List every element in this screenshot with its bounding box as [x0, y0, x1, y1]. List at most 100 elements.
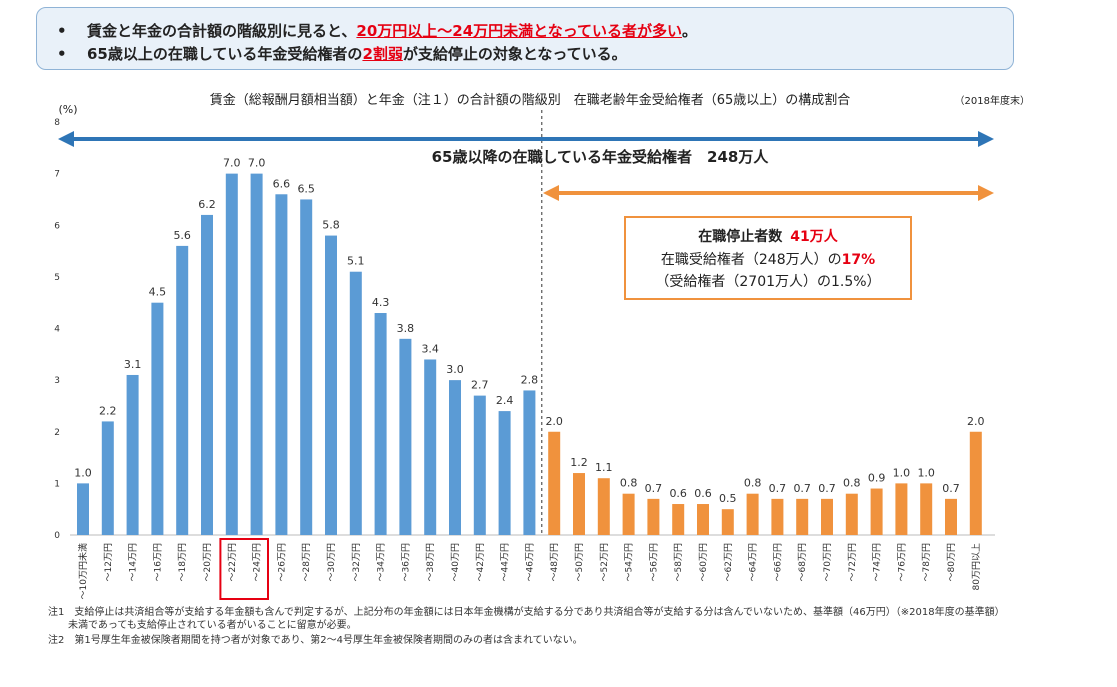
- x-tick-label: ～22万円: [227, 543, 238, 581]
- data-label: 3.8: [397, 322, 415, 335]
- x-tick-label: ～10万円未満: [77, 543, 89, 599]
- bullet: •: [57, 22, 67, 40]
- bar: [647, 498, 660, 535]
- data-label: 7.0: [223, 157, 241, 170]
- data-label: 2.7: [471, 379, 489, 392]
- bar: [275, 194, 288, 535]
- data-label: 2.8: [521, 373, 539, 386]
- x-tick-label: ～54万円: [624, 543, 635, 581]
- bar: [151, 302, 164, 535]
- bar: [697, 504, 709, 535]
- data-label: 6.2: [198, 198, 216, 211]
- data-label: 1.2: [570, 456, 588, 469]
- data-label: 0.6: [669, 487, 687, 500]
- data-label: 2.0: [545, 415, 563, 428]
- bar: [449, 380, 461, 535]
- bar: [920, 483, 933, 535]
- bar: [945, 498, 957, 535]
- chart-title: 賃金（総報酬月額相当額）と年金（注１）の合計額の階級別 在職老齢年金受給権者（6…: [210, 92, 851, 108]
- bar: [77, 483, 89, 535]
- bar: [349, 271, 362, 535]
- note-1-cont: 未満であっても支給停止されている者がいることに留意が必要。: [48, 620, 357, 631]
- y-tick-label: 3: [54, 376, 60, 386]
- data-label: 6.6: [273, 177, 291, 190]
- data-label: 0.5: [719, 492, 737, 505]
- bar: [498, 411, 511, 535]
- x-tick-label: ～70万円: [822, 543, 833, 581]
- x-tick-label: ～26万円: [276, 543, 287, 581]
- data-label: 6.5: [297, 182, 315, 195]
- y-tick-label: 6: [54, 221, 60, 231]
- x-tick-label: ～16万円: [152, 543, 163, 581]
- note-2: 注2 第1号厚生年金被保険者期間を持つ者が対象であり、第2～4号厚生年金被保険者…: [48, 635, 583, 646]
- data-label: 3.4: [421, 342, 439, 355]
- x-tick-label: ～76万円: [896, 543, 907, 581]
- data-label: 1.0: [917, 466, 935, 479]
- bar: [300, 199, 313, 535]
- bar: [473, 395, 486, 535]
- x-tick-label: ～72万円: [847, 543, 858, 581]
- bar: [523, 390, 536, 535]
- data-label: 0.8: [620, 477, 638, 490]
- bar: [573, 473, 585, 535]
- summary-line-1: • 賃金と年金の合計額の階級別に見ると、20万円以上～24万円未満となっている者が…: [57, 20, 697, 41]
- bar: [101, 421, 114, 535]
- data-label: 7.0: [248, 157, 266, 170]
- x-tick-label: ～60万円: [698, 543, 709, 581]
- x-tick-label: ～34万円: [376, 543, 387, 581]
- callout-title-label: 在職停止者数: [698, 228, 783, 245]
- callout-line2: 在職受給権者（248万人）の17%: [661, 251, 875, 268]
- bar: [597, 478, 610, 535]
- x-tick-label: ～50万円: [574, 543, 585, 581]
- data-label: 0.8: [744, 477, 762, 490]
- x-tick-label: ～52万円: [599, 543, 610, 581]
- data-label: 0.9: [868, 472, 886, 485]
- bar: [325, 235, 337, 535]
- bar: [672, 504, 685, 535]
- data-label: 2.2: [99, 404, 117, 417]
- x-tick-label: ～44万円: [500, 543, 511, 581]
- y-tick-label: 2: [54, 428, 60, 438]
- y-tick-label: 8: [54, 118, 60, 128]
- callout-line2-label: 在職受給権者（248万人）の: [661, 251, 842, 268]
- data-label: 2.0: [967, 415, 985, 428]
- x-tick-label: ～62万円: [723, 543, 734, 581]
- bar: [796, 498, 809, 535]
- data-label: 4.5: [149, 286, 167, 299]
- x-tick-label: ～12万円: [103, 543, 114, 581]
- summary-box: • 賃金と年金の合計額の階級別に見ると、20万円以上～24万円未満となっている者が…: [36, 7, 1014, 70]
- bar: [225, 173, 238, 535]
- bar: [845, 493, 858, 535]
- x-tick-label: ～56万円: [648, 543, 659, 581]
- bar: [201, 214, 213, 536]
- bar: [821, 498, 833, 535]
- bar: [548, 431, 561, 535]
- x-tick-label: ～58万円: [673, 543, 684, 581]
- bar: [895, 483, 908, 535]
- bullet: •: [57, 45, 67, 63]
- data-label: 0.7: [793, 482, 811, 495]
- x-tick-label: ～68万円: [797, 543, 808, 581]
- suspended-callout-box: [624, 216, 912, 300]
- summary-highlight: 2割弱: [362, 45, 403, 63]
- data-label: 4.3: [372, 296, 390, 309]
- data-label: 5.8: [322, 219, 340, 232]
- data-label: 3.1: [124, 358, 142, 371]
- x-tick-label: ～30万円: [326, 543, 337, 581]
- y-axis-unit: (%): [58, 103, 77, 116]
- x-tick-label: ～48万円: [549, 543, 560, 581]
- bar: [424, 359, 437, 535]
- bar: [176, 245, 189, 535]
- x-tick-label: ～14万円: [128, 543, 139, 581]
- x-tick-label: ～78万円: [921, 543, 932, 581]
- bar: [374, 313, 387, 535]
- summary-text: 65歳以上の在職している年金受給権者の: [87, 45, 363, 63]
- callout-title: 在職停止者数 41万人: [698, 228, 838, 245]
- bar: [250, 173, 263, 535]
- summary-text: 。: [681, 22, 697, 40]
- x-tick-label: ～74万円: [872, 543, 883, 581]
- x-tick-label: ～66万円: [772, 543, 783, 581]
- summary-highlight: 20万円以上～24万円未満となっている者が多い: [356, 22, 682, 40]
- callout-line3: （受給権者（2701万人）の1.5%）: [655, 273, 880, 290]
- x-tick-label: ～38万円: [425, 543, 436, 581]
